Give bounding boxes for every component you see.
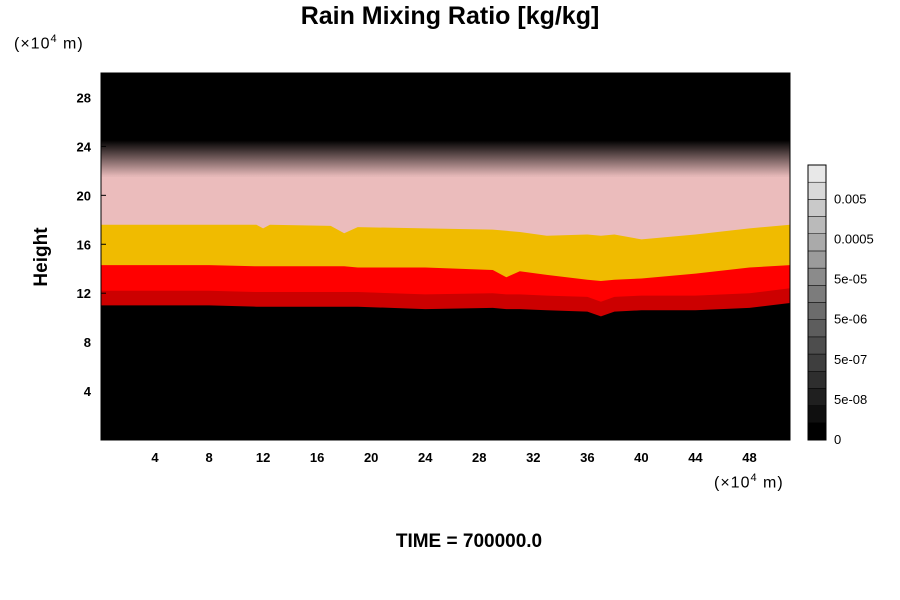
y-tick-label: 28 bbox=[77, 90, 91, 105]
colorbar-swatch bbox=[807, 199, 827, 217]
colorbar-label: 5e-06 bbox=[834, 312, 867, 327]
colorbar-swatch bbox=[807, 405, 827, 424]
colorbar-label: 0 bbox=[834, 432, 841, 447]
colorbar-swatch bbox=[807, 285, 827, 303]
x-tick-label: 24 bbox=[418, 450, 433, 465]
y-tick-label: 8 bbox=[84, 335, 91, 350]
y-tick-label: 4 bbox=[84, 384, 92, 399]
y-axis: 4 8 12 16 20 24 28 bbox=[77, 90, 106, 399]
colorbar-swatch bbox=[807, 353, 827, 372]
colorbar-label: 5e-08 bbox=[834, 392, 867, 407]
colorbar-swatch bbox=[807, 233, 827, 252]
colorbar-label: 0.0005 bbox=[834, 231, 874, 246]
plot-area bbox=[100, 72, 791, 441]
colorbar-swatch bbox=[807, 388, 827, 406]
colorbar-swatch bbox=[807, 216, 827, 234]
x-axis: 4 8 12 16 20 24 28 32 36 40 44 48 bbox=[151, 450, 756, 465]
y-tick-label: 20 bbox=[77, 188, 91, 203]
colorbar-swatch bbox=[807, 336, 827, 355]
colorbar-swatch bbox=[807, 319, 827, 338]
x-tick-label: 8 bbox=[205, 450, 212, 465]
band-fade bbox=[101, 140, 790, 177]
colorbar-swatch bbox=[807, 181, 827, 200]
colorbar-swatch bbox=[807, 422, 827, 441]
y-tick-label: 24 bbox=[77, 139, 92, 154]
y-axis-unit: (×104 m) bbox=[14, 33, 84, 53]
x-tick-label: 16 bbox=[310, 450, 324, 465]
colorbar-frame bbox=[807, 164, 827, 441]
x-tick-label: 36 bbox=[580, 450, 594, 465]
x-tick-label: 32 bbox=[526, 450, 540, 465]
plot-frame bbox=[100, 72, 791, 441]
colorbar-label: 5e-05 bbox=[834, 272, 867, 287]
x-axis-unit: (×104 m) bbox=[714, 472, 784, 492]
y-tick-label: 12 bbox=[77, 286, 91, 301]
x-tick-label: 44 bbox=[688, 450, 703, 465]
band-black-bottom bbox=[101, 303, 790, 440]
x-tick-label: 28 bbox=[472, 450, 486, 465]
colorbar-label: 0.005 bbox=[834, 191, 867, 206]
x-tick-label: 40 bbox=[634, 450, 648, 465]
time-label: TIME = 700000.0 bbox=[395, 531, 543, 552]
colorbar-swatch bbox=[807, 164, 827, 183]
x-tick-label: 48 bbox=[742, 450, 756, 465]
y-tick-label: 16 bbox=[77, 237, 91, 252]
colorbar: 0 5e-08 5e-07 5e-06 5e-05 0.0005 0.005 bbox=[807, 164, 874, 447]
chart-title: Rain Mixing Ratio [kg/kg] bbox=[300, 2, 600, 30]
colorbar-label: 5e-07 bbox=[834, 352, 867, 367]
colorbar-swatch bbox=[807, 371, 827, 389]
x-tick-label: 20 bbox=[364, 450, 378, 465]
colorbar-swatch bbox=[807, 267, 827, 286]
colorbar-swatch bbox=[807, 250, 827, 269]
x-tick-label: 4 bbox=[151, 450, 159, 465]
colorbar-swatch bbox=[807, 302, 827, 320]
x-tick-label: 12 bbox=[256, 450, 270, 465]
